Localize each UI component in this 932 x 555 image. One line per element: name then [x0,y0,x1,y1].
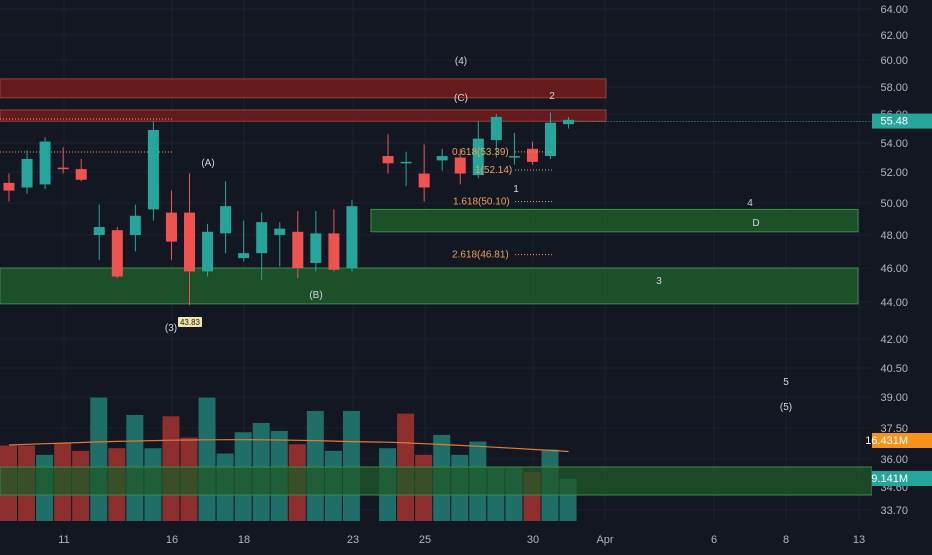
price-tick-label: 40.50 [880,363,908,375]
candle-body [111,230,123,277]
wave-label: (5) [780,402,792,413]
wave-label: 4 [747,198,753,209]
time-tick-label: 23 [347,534,359,546]
candle-body [400,161,412,164]
time-axis-background [0,521,872,550]
candle-body [436,156,448,161]
last-price-badge: 55.48 [880,116,908,128]
price-tick-label: 60.00 [880,55,908,67]
candle-body [490,116,502,141]
price-tick-label: 58.00 [880,82,908,94]
candle-body [454,157,466,174]
candle-body [472,138,484,176]
price-tick-label: 54.00 [880,138,908,150]
candle-body [310,233,322,264]
resistance-zone [0,78,607,99]
price-tick-label: 62.00 [880,30,908,42]
time-tick-label: 6 [711,534,717,546]
candle-body [274,228,286,235]
candle-body [184,212,195,272]
fib-label: 2.618(46.81) [452,250,509,261]
time-tick-label: 11 [58,534,69,546]
price-axis: 64.0062.0060.0058.0056.0054.0052.0050.00… [872,0,932,550]
price-tick-label: 50.00 [880,198,908,210]
time-tick-label: 16 [166,534,178,546]
volume-ma-badge: 16.431M [865,435,908,447]
candle-body [526,148,538,162]
price-tick-label: 37.50 [880,423,908,435]
volume-support-zone [0,466,873,496]
candles [3,112,575,306]
time-axis: 11 16 18 23 25 30 Apr 6 8 13 [0,521,872,550]
fib-label: 1(52.14) [475,165,512,176]
candle-body [346,206,358,268]
time-tick-label: 13 [853,534,865,546]
time-tick-label: Apr [596,534,613,546]
candle-body [545,122,556,157]
candle-body [328,233,340,270]
time-tick-label: 30 [527,534,539,546]
last-price-badge-bg [872,113,932,129]
volume-bar [90,397,108,528]
price-tick-label: 44.00 [880,297,908,309]
wave-label: 2 [549,91,555,102]
price-axis-background [872,0,932,550]
resistance-zone [0,109,607,122]
candle-body [220,206,232,234]
candle-body [39,141,51,185]
wave-labels: (4) (C) 2 (A) 1 4 D (B) 3 (3) 5 (5) [165,56,792,413]
candle-body [21,158,33,188]
zones [0,78,873,496]
wave-label: D [752,218,759,229]
volume-badge: 9.141M [871,473,908,485]
fib-levels: 0.618(53.39) 1(52.14) 1.618(50.10) 2.618(46… [452,147,552,261]
candle-body [418,173,430,188]
fib-label: 0.618(53.39) [452,147,509,158]
volume-ma-badge-bg [872,433,932,448]
fib-label: 1.618(50.10) [453,196,510,207]
candle-body [508,156,520,158]
wave-label: 5 [783,377,789,388]
candle-body [292,231,304,268]
price-tick-label: 64.00 [880,4,908,16]
volume-badge-bg [872,471,932,486]
volume-ma-line [8,439,569,453]
candle-body [75,169,87,180]
wave-label: (A) [201,158,214,169]
wave-label: 1 [513,184,519,195]
candle-body [93,227,105,235]
candle-body [382,156,394,164]
volume-bar [198,397,216,528]
price-tick-label: 42.00 [880,334,908,346]
price-tick-label: 48.00 [880,230,908,242]
wave-label: (4) [455,56,467,67]
candle-body [256,222,268,254]
low-price-badge-text: 43.83 [180,318,201,327]
support-zone [0,267,859,305]
candle-body [129,215,141,235]
support-zone [370,208,859,233]
price-tick-label: 33.70 [880,505,908,517]
candle-body [3,182,15,191]
price-tick-label: 52.00 [880,167,908,179]
candle-body [202,231,214,272]
price-tick-label: 46.00 [880,263,908,275]
wave-label: (B) [309,290,322,301]
time-tick-label: 8 [783,534,789,546]
price-tick-label: 36.00 [880,454,908,466]
wave-label: (C) [454,93,468,104]
wave-label: 3 [656,276,662,287]
low-price-badge [178,317,202,327]
time-tick-label: 18 [238,534,250,546]
wave-label: (3) [165,323,177,334]
candle-body [238,253,250,259]
candle-body [147,129,159,210]
candle-body [165,212,177,242]
time-tick-label: 25 [419,534,431,546]
price-tick-label: 39.00 [880,392,908,404]
candle-body [57,167,69,170]
